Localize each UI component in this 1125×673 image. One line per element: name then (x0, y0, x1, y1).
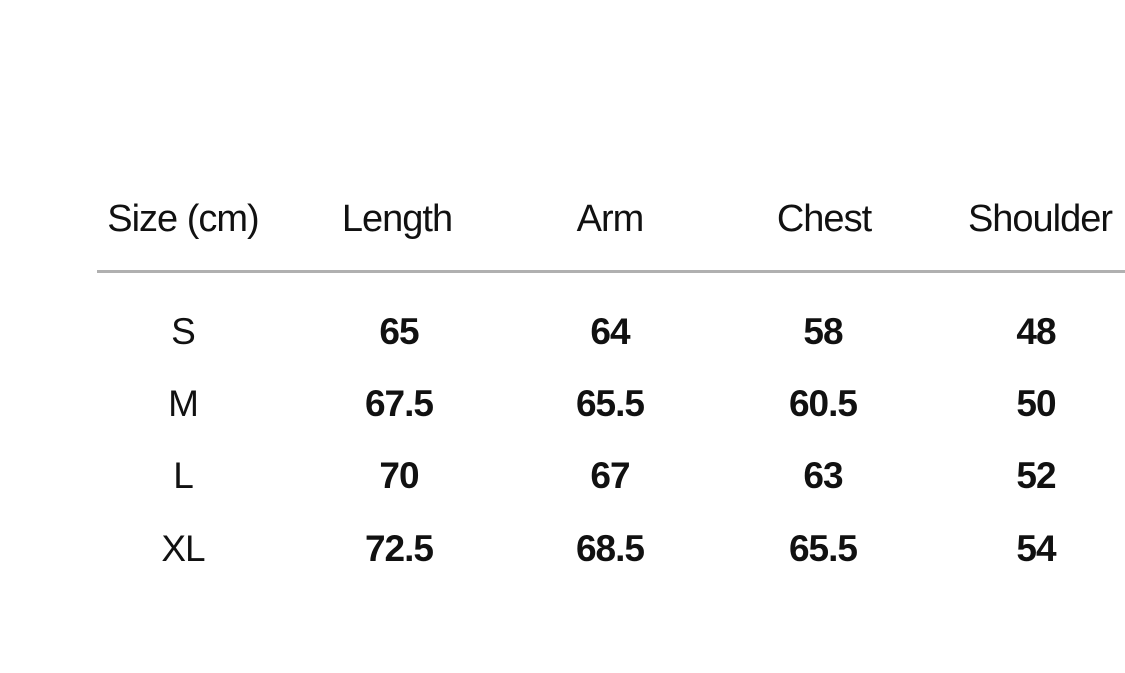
header-arm: Arm (576, 198, 645, 240)
cell-shoulder: 48 (1016, 311, 1056, 352)
header-shoulder: Shoulder (967, 198, 1113, 240)
header-size: Size (cm) (107, 198, 259, 240)
cell-length: 70 (379, 455, 419, 496)
header-length: Length (341, 198, 453, 240)
cell-chest: 65.5 (788, 528, 858, 569)
cell-chest: 60.5 (788, 383, 858, 424)
cell-length: 72.5 (364, 528, 434, 569)
cell-length: 65 (379, 311, 419, 352)
cell-size: S (171, 311, 196, 352)
cell-length: 67.5 (364, 383, 434, 424)
cell-size: M (168, 383, 199, 424)
header-divider (97, 270, 1125, 273)
cell-size: XL (161, 528, 205, 569)
header-chest: Chest (776, 198, 872, 240)
cell-arm: 67 (590, 455, 630, 496)
cell-arm: 68.5 (575, 528, 645, 569)
cell-arm: 64 (590, 311, 630, 352)
cell-shoulder: 50 (1016, 383, 1056, 424)
cell-shoulder: 54 (1016, 528, 1056, 569)
cell-arm: 65.5 (575, 383, 645, 424)
cell-size: L (173, 455, 194, 496)
cell-chest: 58 (803, 311, 843, 352)
cell-chest: 63 (803, 455, 843, 496)
cell-shoulder: 52 (1016, 455, 1056, 496)
